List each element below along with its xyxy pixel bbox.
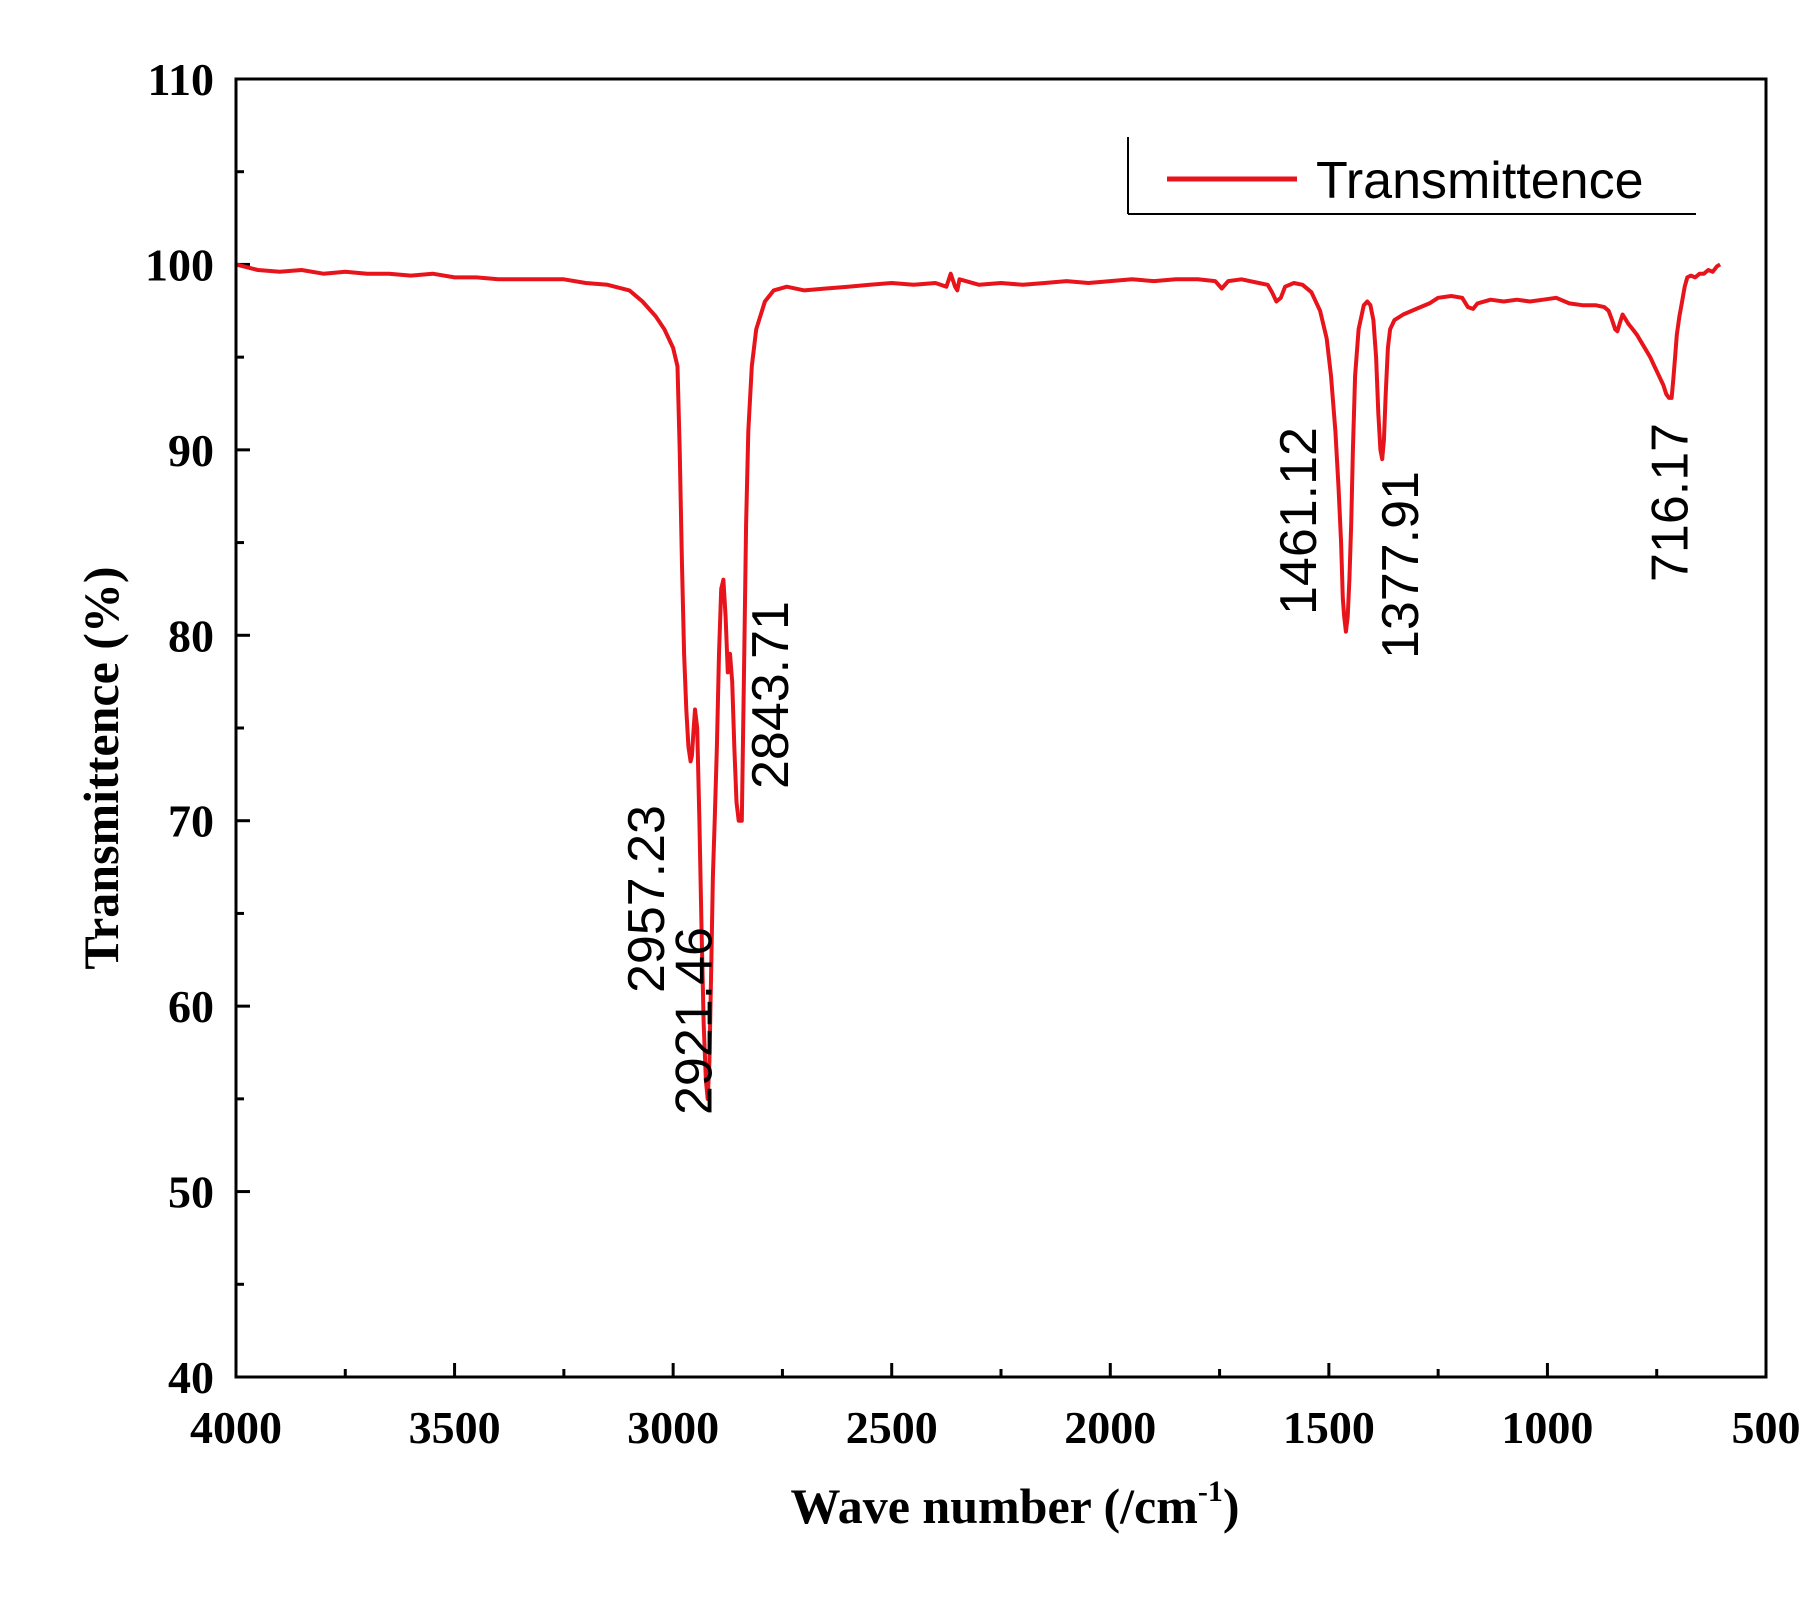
y-tick-label: 80	[168, 610, 214, 661]
y-axis-title: Transmittence (%)	[73, 566, 129, 969]
x-tick-label: 4000	[190, 1402, 282, 1453]
peak-label: 716.17	[1642, 423, 1700, 582]
y-tick-label: 110	[148, 54, 214, 105]
x-tick-label: 3500	[409, 1402, 501, 1453]
legend-label: Transmittence	[1316, 152, 1644, 210]
x-tick-label: 2500	[846, 1402, 938, 1453]
axis-tick-labels: 4000 3500 3000 2500 2000 1500 1000 500 40 50 60 70 8…	[145, 54, 1801, 1453]
peak-label: 2843.71	[742, 601, 800, 789]
peak-label: 1377.91	[1372, 471, 1430, 659]
plot-frame	[234, 77, 1768, 1379]
y-tick-label: 70	[168, 796, 214, 847]
x-tick-label: 500	[1732, 1402, 1801, 1453]
y-tick-label: 40	[168, 1352, 214, 1403]
legend: Transmittence	[1127, 137, 1696, 215]
y-tick-label: 100	[145, 239, 214, 290]
peak-label: 2921.46	[666, 927, 724, 1115]
peak-label: 1461.12	[1270, 427, 1328, 615]
x-tick-label: 2000	[1064, 1402, 1156, 1453]
y-tick-label: 60	[168, 981, 214, 1032]
x-tick-label: 3000	[627, 1402, 719, 1453]
x-axis-title: Wave number (/cm-1)	[790, 1475, 1239, 1534]
series-line-transmittence	[235, 262, 1722, 1101]
y-tick-label: 90	[168, 425, 214, 476]
x-tick-label: 1000	[1501, 1402, 1593, 1453]
peak-label: 2957.23	[618, 805, 676, 993]
y-tick-label: 50	[168, 1167, 214, 1218]
x-tick-label: 1500	[1283, 1402, 1375, 1453]
